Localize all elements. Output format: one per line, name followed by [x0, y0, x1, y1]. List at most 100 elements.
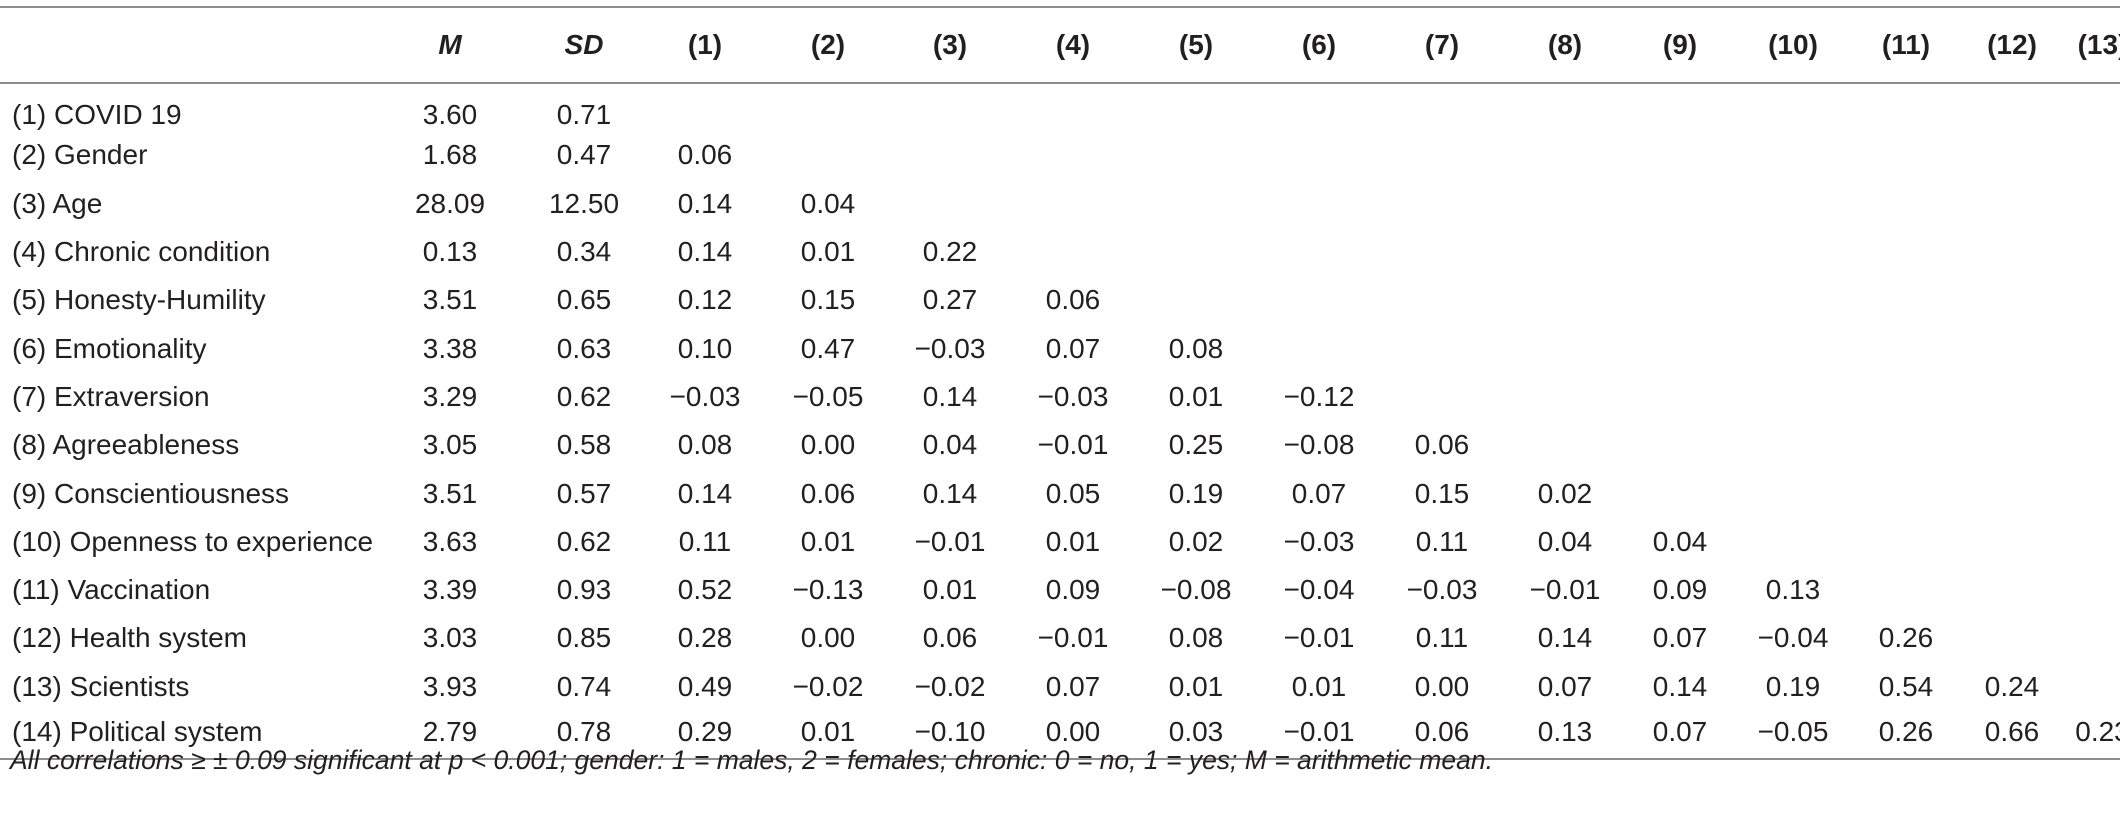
table-cell: −0.02 — [792, 670, 864, 702]
table-cell: 0.23 — [2065, 710, 2120, 761]
table-cell: 0.29 — [643, 710, 767, 761]
table-cell — [1733, 324, 1853, 372]
correlation-table: M SD (1) (2) (3) (4) (5) (6) (7) (8) (9) (10) (11) (1… — [0, 6, 2120, 761]
table-cell — [1135, 276, 1257, 324]
table-cell: −0.03 — [1037, 380, 1109, 412]
table-cell — [1959, 324, 2065, 372]
table-cell — [1853, 373, 1959, 421]
table-row: (12) Health system 3.03 0.85 0.28 0.00 0.06 −0… — [0, 614, 2120, 662]
table-row: (11) Vaccination 3.39 0.93 0.52 −0.13 0.01 0.0… — [0, 566, 2120, 614]
table-cell — [2065, 421, 2120, 469]
table-cell: 0.04 — [1652, 525, 1708, 557]
table-cell: 0.07 — [1652, 622, 1708, 654]
table-row: (6) Emotionality 3.38 0.63 0.10 0.47 −0.03 0.0… — [0, 324, 2120, 372]
table-cell — [1627, 276, 1733, 324]
table-row: (10) Openness to experience 3.63 0.62 0.11 0… — [0, 518, 2120, 566]
table-cell — [1959, 228, 2065, 276]
table-cell — [2065, 469, 2120, 517]
table-cell — [1011, 228, 1135, 276]
table-cell — [1011, 180, 1135, 228]
table-body: (1) COVID 19 3.60 0.71 (2) Gender 1.68 0.47 0.… — [0, 83, 2120, 761]
table-row: (1) COVID 19 3.60 0.71 — [0, 83, 2120, 131]
table-cell — [1257, 324, 1381, 372]
table-cell: 0.06 — [922, 622, 978, 654]
row-label: (10) Openness to experience — [12, 525, 374, 557]
table-cell — [1733, 83, 1853, 131]
table-cell: 0.28 — [677, 622, 733, 654]
table-row: (4) Chronic condition 0.13 0.34 0.14 0.01 0.2… — [0, 228, 2120, 276]
table-cell — [1959, 421, 2065, 469]
table-cell: 0.25 — [1168, 429, 1224, 461]
row-label: (13) Scientists — [12, 670, 190, 702]
row-label: (2) Gender — [12, 139, 148, 171]
table-cell: 0.12 — [677, 284, 733, 316]
table-cell: 0.47 — [556, 139, 612, 171]
table-cell — [1853, 566, 1959, 614]
table-cell: 0.09 — [1652, 574, 1708, 606]
table-cell — [1627, 421, 1733, 469]
table-cell — [1853, 228, 1959, 276]
table-cell: 0.00 — [800, 622, 856, 654]
table-cell: 0.26 — [1853, 710, 1959, 761]
table-cell — [767, 131, 889, 179]
table-cell — [1853, 421, 1959, 469]
table-cell: 12.50 — [548, 187, 620, 219]
table-cell — [1959, 83, 2065, 131]
table-cell: 3.63 — [422, 525, 478, 557]
table-cell — [1959, 566, 2065, 614]
table-cell: 0.24 — [1984, 670, 2040, 702]
table-cell — [1381, 83, 1503, 131]
table-cell — [1959, 614, 2065, 662]
table-cell: 0.85 — [556, 622, 612, 654]
table-cell: 0.14 — [922, 380, 978, 412]
table-cell: 0.04 — [1537, 525, 1593, 557]
header-cell: (2) — [767, 6, 889, 84]
table-cell — [1627, 469, 1733, 517]
table-cell — [889, 180, 1011, 228]
table-cell — [1959, 180, 2065, 228]
table-cell — [1503, 421, 1627, 469]
table-cell: −0.08 — [1160, 574, 1232, 606]
table-cell: 0.57 — [556, 477, 612, 509]
table-cell: 0.11 — [1415, 622, 1469, 654]
table-cell: −0.04 — [1757, 622, 1829, 654]
header-cell: SD — [525, 6, 643, 84]
table-cell — [1733, 373, 1853, 421]
row-label: (4) Chronic condition — [12, 236, 271, 268]
table-cell: 0.52 — [677, 574, 733, 606]
table-cell: 0.15 — [800, 284, 856, 316]
table-cell — [1959, 131, 2065, 179]
table-cell — [1503, 131, 1627, 179]
row-label: (3) Age — [12, 187, 103, 219]
table-cell — [1853, 324, 1959, 372]
table-cell: 3.39 — [422, 574, 478, 606]
table-cell: 0.01 — [767, 710, 889, 761]
table-cell: 0.01 — [1291, 670, 1347, 702]
table-cell: 0.19 — [1168, 477, 1224, 509]
table-cell: 0.63 — [556, 332, 612, 364]
table-cell: 0.07 — [1045, 670, 1101, 702]
table-cell — [1381, 131, 1503, 179]
table-row: (14) Political system 2.79 0.78 0.29 0.01 −0.… — [0, 710, 2120, 761]
table-cell — [1381, 180, 1503, 228]
header-cell: (13) — [2065, 6, 2120, 84]
table-cell — [2065, 566, 2120, 614]
table-cell — [1381, 324, 1503, 372]
table-cell — [1627, 131, 1733, 179]
table-cell — [1011, 83, 1135, 131]
table-cell — [889, 131, 1011, 179]
table-cell: −0.05 — [792, 380, 864, 412]
table-cell: 0.10 — [677, 332, 733, 364]
table-cell — [1853, 469, 1959, 517]
table-cell: 0.08 — [1168, 332, 1224, 364]
table-cell: 0.01 — [922, 574, 978, 606]
table-cell — [1733, 228, 1853, 276]
table-cell: −0.10 — [889, 710, 1011, 761]
table-cell — [1503, 228, 1627, 276]
table-cell: 0.01 — [800, 525, 856, 557]
table-cell: 0.13 — [1503, 710, 1627, 761]
table-cell — [1135, 83, 1257, 131]
header-cell: (8) — [1503, 6, 1627, 84]
table-cell — [1257, 180, 1381, 228]
